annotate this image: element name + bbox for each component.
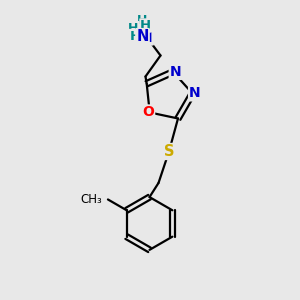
Text: N: N	[136, 29, 149, 44]
Text: H: H	[137, 14, 148, 27]
Text: H: H	[129, 29, 141, 43]
Text: CH₃: CH₃	[81, 193, 103, 206]
Text: O: O	[142, 106, 154, 119]
Text: H: H	[128, 22, 139, 35]
Text: N: N	[141, 31, 153, 44]
Text: S: S	[164, 144, 174, 159]
Text: H: H	[140, 19, 151, 32]
Text: N: N	[170, 65, 181, 79]
Text: N: N	[189, 86, 201, 100]
